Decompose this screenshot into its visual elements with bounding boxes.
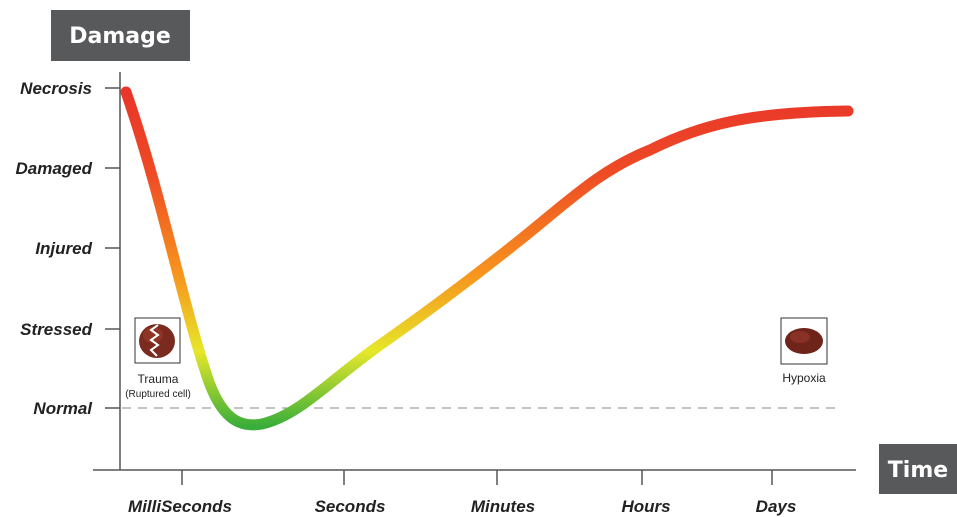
damage-curve	[120, 86, 854, 431]
ruptured-cell-icon	[139, 324, 175, 358]
trauma-sublabel: (Ruptured cell)	[125, 389, 191, 400]
x-tick-label-days: Days	[756, 497, 797, 516]
hypoxia-label: Hypoxia	[782, 371, 826, 385]
trauma-label: Trauma	[138, 372, 179, 386]
y-title-box	[51, 10, 190, 61]
y-tick-label-damaged: Damaged	[15, 159, 92, 178]
y-tick-label-injured: Injured	[35, 239, 92, 258]
y-tick-label-stressed: Stressed	[20, 320, 92, 339]
x-tick-label-milliseconds: MilliSeconds	[128, 497, 232, 516]
y-tick-label-necrosis: Necrosis	[20, 79, 92, 98]
hypoxia-cell-icon	[785, 328, 823, 354]
x-tick-label-hours: Hours	[621, 497, 670, 516]
x-tick-label-seconds: Seconds	[315, 497, 386, 516]
x-title-box	[879, 444, 957, 494]
y-tick-label-normal: Normal	[33, 399, 93, 418]
x-axis-title: Time	[888, 458, 948, 483]
x-tick-label-minutes: Minutes	[471, 497, 535, 516]
y-axis-title: Damage	[69, 24, 171, 49]
